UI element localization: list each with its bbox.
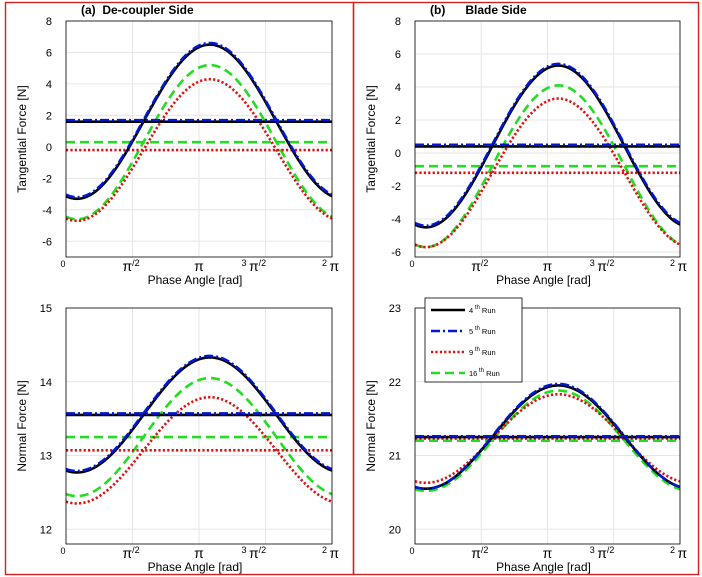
series-curve-run4	[66, 356, 332, 474]
y-tick-label: -4	[391, 214, 401, 226]
series-curve-run9	[415, 392, 680, 485]
x-axis-label: Phase Angle [rad]	[148, 273, 243, 287]
x-tick-label: 2 π	[322, 545, 340, 561]
series-curve-run16	[415, 84, 680, 249]
x-tick-label: π/2	[471, 545, 488, 561]
y-tick-label: 2	[46, 110, 52, 122]
y-axis-label: Tangential Force [N]	[364, 85, 378, 192]
axes-box	[414, 20, 681, 258]
x-tick-label: 3 π/2	[241, 545, 266, 561]
y-tick-label: 21	[389, 451, 401, 463]
series-curve-run5	[66, 354, 332, 473]
legend-box	[424, 297, 523, 383]
y-tick-label: 13	[40, 451, 52, 463]
y-tick-label: 14	[40, 377, 52, 389]
y-tick-label: 12	[40, 524, 52, 536]
y-tick-label: -6	[42, 236, 52, 248]
y-axis-label: Normal Force [N]	[15, 380, 29, 471]
x-tick-label: π/2	[471, 258, 488, 274]
y-tick-label: 2	[395, 115, 401, 127]
axes-box	[65, 20, 333, 258]
series-curve-run5	[66, 41, 332, 199]
y-tick-label: -4	[42, 205, 52, 217]
y-tick-label: 4	[46, 79, 52, 91]
y-tick-label: 22	[389, 377, 401, 389]
y-tick-label: 0	[46, 142, 52, 154]
series-curve-run9	[66, 77, 332, 223]
x-tick-label: π	[194, 258, 204, 274]
panel-title: (a) De-coupler Side	[81, 3, 194, 17]
series-curve-run16	[66, 63, 332, 221]
chart-a-tangential: -6 -4 -2 0 2 4 6 8 0 π/2 π 3 π/2 2 π Phase Angle [rad…	[15, 3, 340, 287]
series-curve-run9	[66, 395, 332, 505]
y-tick-label: 23	[389, 303, 401, 315]
x-axis-label: Phase Angle [rad]	[496, 560, 591, 574]
x-tick-label: 0	[60, 259, 65, 269]
x-axis-label: Phase Angle [rad]	[148, 560, 243, 574]
y-tick-label: 15	[40, 303, 52, 315]
y-tick-label: 0	[395, 148, 401, 160]
y-tick-label: -2	[42, 173, 52, 185]
y-tick-label: -2	[391, 181, 401, 193]
legend-label: 5 th Run	[469, 326, 496, 336]
y-tick-label: 8	[46, 16, 52, 28]
x-tick-label: π	[194, 545, 204, 561]
chart-a-normal: 12 13 14 15 0 π/2 π 3 π/2 2 π Phase Angle [rad] No…	[15, 303, 340, 574]
chart-b-tangential: -6 -4 -2 0 2 4 6 8 0 π/2 π 3 π/2 2 π Phase Angle [rad…	[364, 3, 688, 287]
y-tick-label: 6	[395, 49, 401, 61]
legend-label: 16 th Run	[469, 368, 500, 378]
x-tick-label: 3 π/2	[590, 545, 615, 561]
x-tick-label: π	[543, 258, 553, 274]
series-curve-run16	[66, 376, 332, 498]
right-panel-frame	[352, 1, 700, 576]
y-tick-label: -6	[391, 247, 401, 259]
series-curve-run5	[415, 382, 680, 490]
x-tick-label: 3 π/2	[590, 258, 615, 274]
x-tick-label: 0	[60, 546, 65, 556]
y-tick-label: 6	[46, 47, 52, 59]
x-tick-label: 3 π/2	[241, 258, 266, 274]
series-curve-run5	[415, 62, 680, 227]
x-tick-label: π/2	[122, 258, 139, 274]
x-tick-label: 2 π	[670, 258, 688, 274]
y-tick-label: 4	[395, 82, 401, 94]
x-tick-label: π/2	[122, 545, 139, 561]
legend: 4 th Run 5 th Run 9 th Run 16 th Run	[424, 297, 523, 383]
series-curve-run16	[415, 389, 680, 493]
x-tick-label: 0	[409, 546, 414, 556]
y-tick-label: 20	[389, 524, 401, 536]
axes-box	[414, 307, 681, 545]
x-tick-label: 0	[409, 259, 414, 269]
y-tick-label: 8	[395, 16, 401, 28]
x-tick-label: 2 π	[670, 545, 688, 561]
axes-box	[65, 307, 333, 545]
x-axis-label: Phase Angle [rad]	[496, 273, 591, 287]
y-axis-label: Tangential Force [N]	[15, 85, 29, 192]
legend-label: 9 th Run	[469, 347, 496, 357]
x-tick-label: π	[543, 545, 553, 561]
chart-b-normal: 20 21 22 23 0 π/2 π 3 π/2 2 π Phase Angle [rad] No…	[364, 297, 688, 574]
y-axis-label: Normal Force [N]	[364, 380, 378, 471]
panel-title: (b) Blade Side	[430, 3, 527, 17]
x-tick-label: 2 π	[322, 258, 340, 274]
legend-label: 4 th Run	[469, 305, 496, 315]
